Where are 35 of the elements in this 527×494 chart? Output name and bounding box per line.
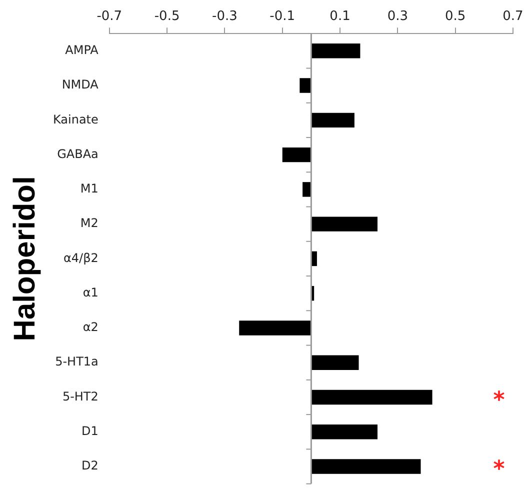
y-tick-label: α2 [82,320,98,334]
y-tick-label: 5-HT2 [62,389,98,404]
bar [311,44,360,58]
y-tick-label: GABAa [57,146,98,161]
x-tick-label: 0.3 [387,9,408,24]
x-tick-label: -0.1 [270,9,296,24]
y-tick-label: α4/β2 [64,250,98,265]
y-tick-label: α1 [82,285,98,300]
y-tick-label: 5-HT1a [55,354,98,369]
bar [311,459,421,474]
bar [239,320,312,336]
bar [300,78,312,93]
data-label: * [493,388,506,413]
bar [311,355,359,370]
y-tick-label: AMPA [65,43,100,58]
y-tick-label: M2 [80,216,98,230]
bar [311,424,378,440]
y-tick-label: D2 [82,458,98,473]
y-tick-label: D1 [82,424,98,438]
x-tick-label: 0.5 [445,9,466,24]
x-tick-label: 0.1 [330,9,350,24]
bar [282,147,312,162]
y-tick-label: NMDA [62,78,100,92]
x-tick-label: -0.5 [154,9,180,24]
y-tick-label: Kainate [52,112,98,126]
x-tick-label: -0.7 [96,9,122,24]
bar [311,390,432,405]
x-tick-label: 0.7 [502,9,524,24]
x-tick-label: -0.3 [212,9,238,24]
bar [311,112,354,128]
bar [311,216,378,232]
bar [302,182,312,197]
data-label: * [493,457,506,482]
y-axis-title: Haloperidol [8,176,42,342]
y-tick-label: M1 [80,182,98,196]
